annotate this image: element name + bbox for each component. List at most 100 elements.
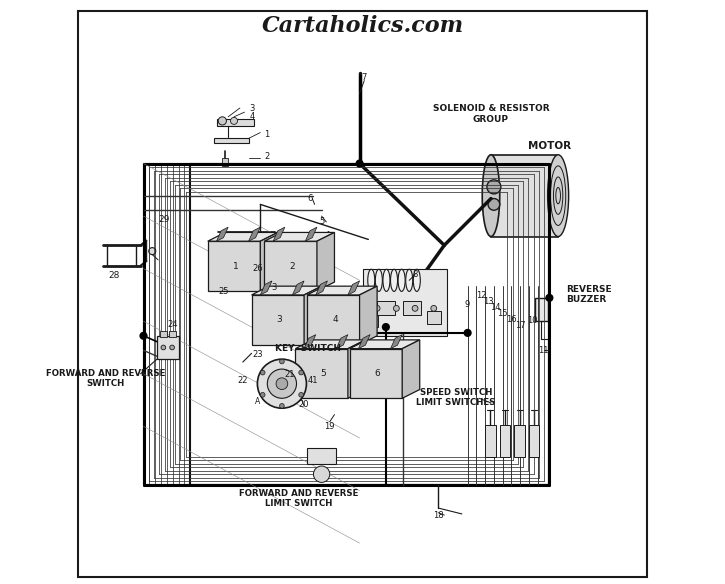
Bar bbox=[491, 155, 558, 237]
Bar bbox=[365, 315, 378, 327]
Ellipse shape bbox=[547, 155, 568, 237]
Polygon shape bbox=[292, 281, 304, 295]
Polygon shape bbox=[336, 335, 348, 349]
Text: 18: 18 bbox=[433, 510, 444, 520]
Text: 1: 1 bbox=[265, 130, 270, 139]
Text: 10: 10 bbox=[526, 315, 537, 325]
Polygon shape bbox=[316, 281, 328, 295]
Circle shape bbox=[280, 404, 284, 408]
Text: 17: 17 bbox=[515, 321, 526, 330]
Bar bbox=[485, 425, 496, 457]
Text: MOTOR: MOTOR bbox=[528, 141, 571, 151]
Circle shape bbox=[231, 117, 238, 124]
Polygon shape bbox=[265, 241, 317, 291]
Ellipse shape bbox=[482, 155, 500, 237]
Polygon shape bbox=[349, 349, 402, 398]
Circle shape bbox=[355, 159, 364, 168]
Circle shape bbox=[545, 294, 553, 302]
Circle shape bbox=[280, 359, 284, 364]
Text: Cartaholics.com: Cartaholics.com bbox=[262, 15, 463, 37]
Ellipse shape bbox=[383, 269, 390, 291]
Polygon shape bbox=[317, 232, 334, 291]
Circle shape bbox=[149, 248, 156, 255]
Circle shape bbox=[161, 345, 166, 350]
Ellipse shape bbox=[391, 269, 397, 291]
Polygon shape bbox=[402, 340, 420, 398]
Bar bbox=[223, 158, 228, 166]
Text: 5: 5 bbox=[319, 217, 324, 227]
Circle shape bbox=[268, 369, 297, 398]
Bar bbox=[307, 448, 336, 464]
Polygon shape bbox=[307, 286, 377, 295]
Circle shape bbox=[257, 359, 307, 408]
Polygon shape bbox=[358, 335, 370, 349]
Circle shape bbox=[382, 323, 390, 331]
Text: 24: 24 bbox=[167, 319, 178, 329]
Polygon shape bbox=[348, 340, 365, 398]
Circle shape bbox=[299, 370, 304, 375]
Polygon shape bbox=[260, 232, 278, 291]
Circle shape bbox=[463, 329, 472, 337]
Text: FORWARD AND REVERSE: FORWARD AND REVERSE bbox=[46, 369, 165, 378]
Ellipse shape bbox=[376, 269, 382, 291]
Text: KEY  SWITCH: KEY SWITCH bbox=[276, 344, 341, 353]
Text: 16: 16 bbox=[506, 315, 517, 324]
Circle shape bbox=[487, 180, 501, 194]
Text: GROUP: GROUP bbox=[473, 115, 509, 124]
Ellipse shape bbox=[413, 269, 420, 291]
Text: LIMIT SWITCH: LIMIT SWITCH bbox=[265, 499, 332, 509]
Text: 2: 2 bbox=[289, 262, 295, 270]
Polygon shape bbox=[208, 232, 278, 241]
Polygon shape bbox=[295, 349, 348, 398]
Text: 6: 6 bbox=[307, 194, 312, 203]
Ellipse shape bbox=[398, 269, 405, 291]
Circle shape bbox=[260, 392, 265, 397]
Text: SWITCH: SWITCH bbox=[86, 379, 125, 388]
Bar bbox=[403, 301, 421, 315]
Polygon shape bbox=[304, 286, 322, 345]
Text: 25: 25 bbox=[218, 287, 229, 297]
Text: 2: 2 bbox=[265, 152, 270, 161]
Ellipse shape bbox=[368, 269, 375, 291]
Text: 11: 11 bbox=[538, 346, 549, 355]
Circle shape bbox=[276, 378, 288, 390]
Circle shape bbox=[170, 345, 175, 350]
Bar bbox=[214, 138, 249, 143]
Text: 41: 41 bbox=[307, 376, 318, 385]
Text: A: A bbox=[254, 397, 260, 406]
Circle shape bbox=[313, 466, 330, 482]
Polygon shape bbox=[360, 286, 377, 345]
Bar bbox=[514, 425, 525, 457]
Text: 12: 12 bbox=[476, 291, 487, 300]
Text: 15: 15 bbox=[497, 308, 508, 318]
Text: 14: 14 bbox=[490, 303, 501, 312]
Text: 3: 3 bbox=[271, 283, 276, 292]
Bar bbox=[529, 425, 539, 457]
Circle shape bbox=[394, 305, 399, 311]
Polygon shape bbox=[217, 227, 228, 241]
Circle shape bbox=[139, 332, 148, 340]
Bar bbox=[217, 119, 254, 126]
Polygon shape bbox=[391, 335, 402, 349]
Text: 9: 9 bbox=[465, 300, 471, 310]
Text: 8: 8 bbox=[413, 270, 418, 279]
Text: 4: 4 bbox=[332, 315, 338, 324]
Circle shape bbox=[431, 305, 436, 311]
Polygon shape bbox=[208, 241, 260, 291]
Polygon shape bbox=[273, 227, 285, 241]
Polygon shape bbox=[265, 232, 334, 241]
Text: 23: 23 bbox=[252, 350, 262, 359]
Polygon shape bbox=[349, 340, 420, 349]
Text: BUZZER: BUZZER bbox=[566, 295, 606, 304]
Text: 5: 5 bbox=[320, 369, 326, 378]
Circle shape bbox=[218, 117, 226, 125]
Polygon shape bbox=[304, 335, 316, 349]
Bar bbox=[157, 336, 179, 359]
Polygon shape bbox=[252, 286, 322, 295]
Polygon shape bbox=[260, 281, 272, 295]
Text: 22: 22 bbox=[238, 376, 248, 385]
Text: REVERSE: REVERSE bbox=[566, 284, 611, 294]
Text: 3: 3 bbox=[277, 315, 283, 324]
Bar bbox=[535, 298, 547, 321]
Bar bbox=[160, 331, 167, 337]
